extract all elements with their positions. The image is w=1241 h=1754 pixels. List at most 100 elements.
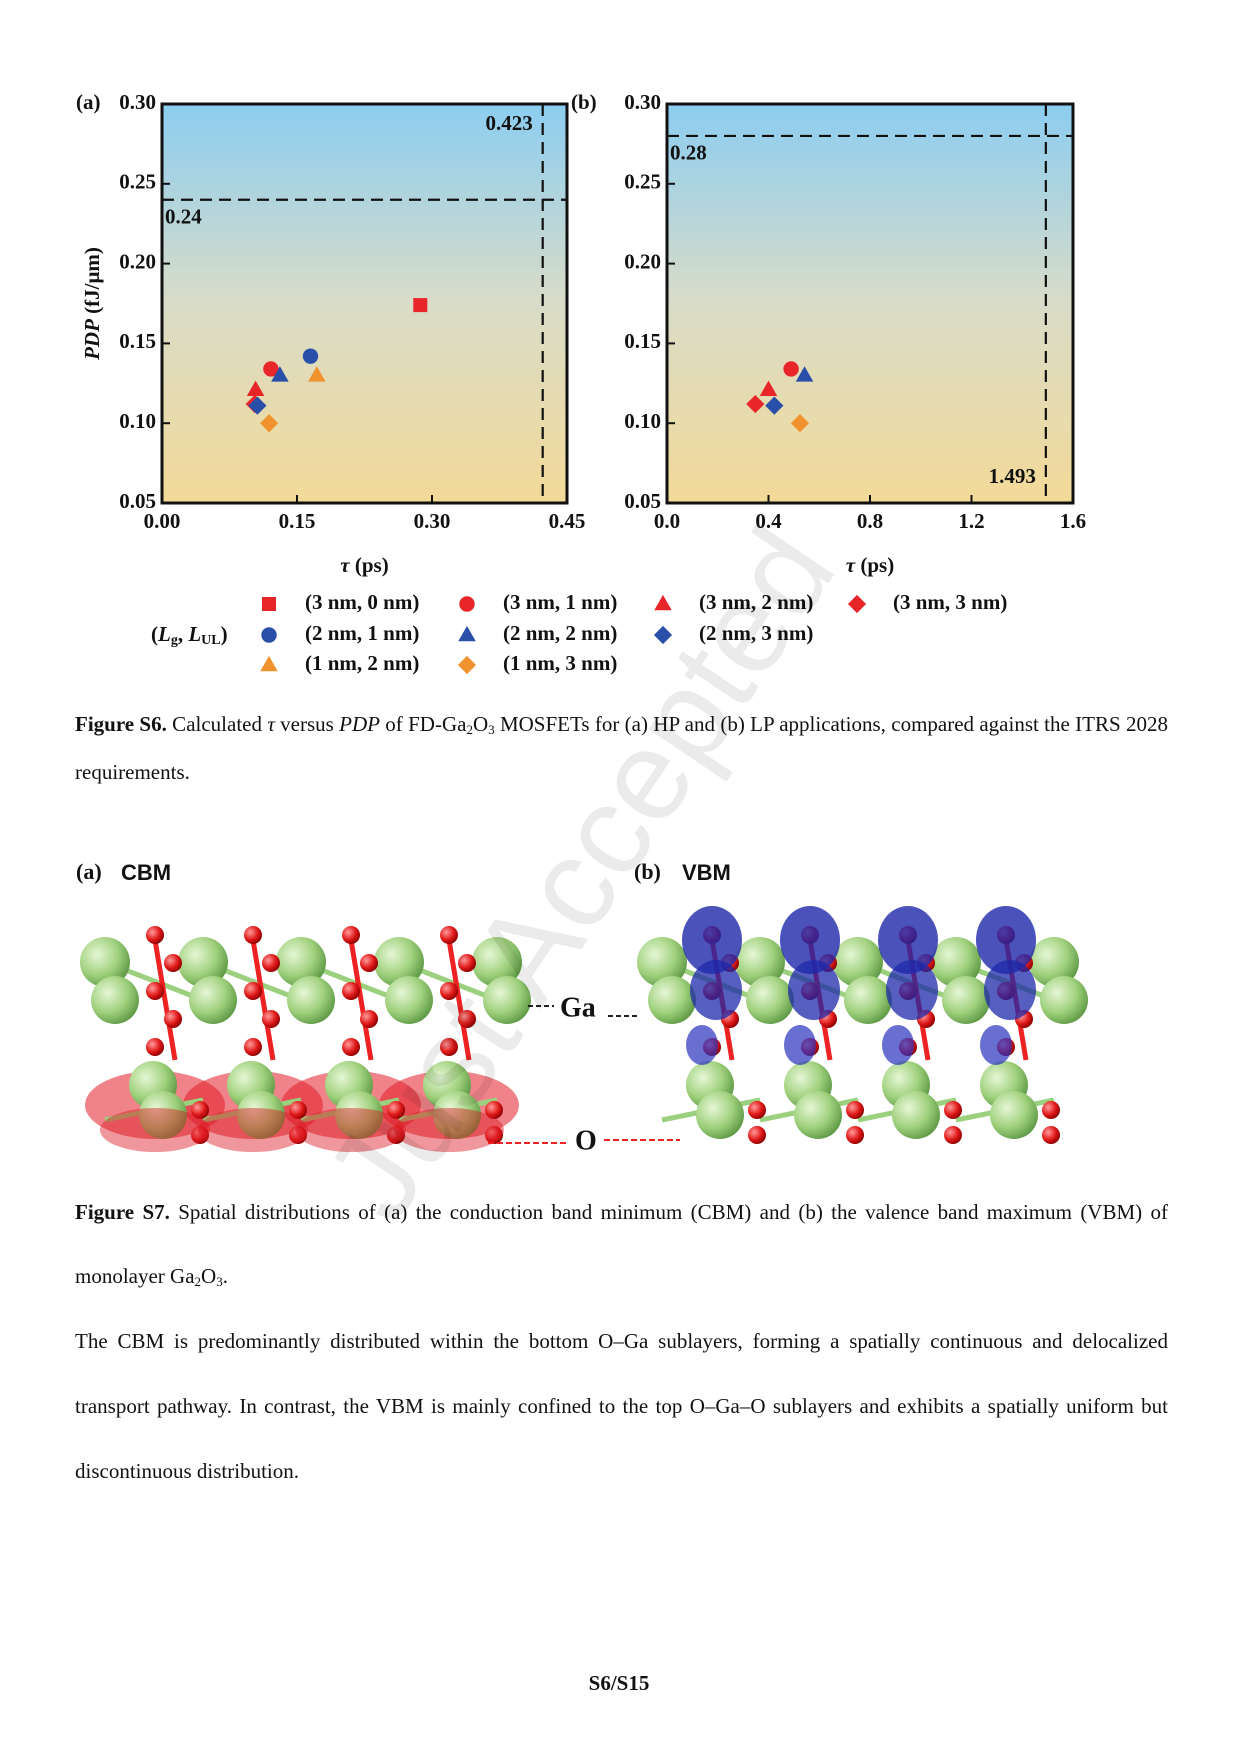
atom [91, 976, 139, 1024]
atom [440, 1038, 458, 1056]
x-axis-label: τ (ps) [846, 553, 894, 577]
legend-marker [653, 625, 673, 645]
x-tick-label: 0.00 [144, 509, 181, 533]
isosurface [690, 960, 742, 1020]
legend-label: (2 nm, 2 nm) [503, 621, 617, 645]
atom [164, 954, 182, 972]
legend-label: (2 nm, 3 nm) [699, 621, 813, 645]
x-axis-label-part: (ps) [855, 553, 894, 577]
atom [189, 976, 237, 1024]
y-tick-label: 0.30 [119, 90, 156, 114]
y-tick-label: 0.10 [119, 409, 156, 433]
plot-background [667, 104, 1073, 503]
isosurface [878, 906, 938, 974]
atom [244, 926, 262, 944]
bond [250, 939, 276, 1061]
atom [139, 1091, 187, 1139]
atom [164, 1010, 182, 1028]
atom [387, 1126, 405, 1144]
atom [472, 937, 522, 987]
legend-marker [458, 625, 476, 642]
y-axis-label-part: (fJ/μm) [80, 247, 104, 319]
atom [942, 976, 990, 1024]
atom [748, 1126, 766, 1144]
legend-label: (3 nm, 0 nm) [305, 590, 419, 614]
point [302, 348, 319, 364]
atom [335, 1091, 383, 1139]
y-tick-label: 0.25 [624, 170, 661, 194]
x-tick-label: 0.0 [654, 509, 680, 533]
point [413, 298, 428, 313]
atom [262, 954, 280, 972]
isosurface [882, 1025, 914, 1065]
isosurface [686, 1025, 718, 1065]
atom [191, 1101, 209, 1119]
legend-title-part: L [187, 622, 201, 646]
plot-frame [665, 102, 1075, 505]
isosurface [784, 1025, 816, 1065]
caption-text: 2 [466, 722, 473, 737]
atom [458, 1010, 476, 1028]
caption-text: of FD-Ga [379, 712, 467, 736]
caption-text: O [201, 1264, 217, 1288]
point [260, 414, 279, 433]
atom [696, 1091, 744, 1139]
reference-label: 0.423 [485, 111, 532, 135]
legend-label: (2 nm, 1 nm) [305, 621, 419, 645]
panel-label: (b) [571, 90, 597, 114]
atom [735, 937, 785, 987]
legend-marker [260, 655, 278, 672]
atom [342, 926, 360, 944]
atom [746, 976, 794, 1024]
atom [262, 1010, 280, 1028]
atom [846, 1101, 864, 1119]
atom [931, 937, 981, 987]
y-tick-label: 0.05 [119, 489, 156, 513]
atom [1040, 976, 1088, 1024]
legend-marker [459, 596, 475, 612]
caption-text: 3 [488, 722, 495, 737]
legend-title-part: L [157, 622, 171, 646]
legend-title-part: ( [151, 622, 158, 646]
reference-label: 1.493 [989, 464, 1036, 488]
point [759, 380, 778, 396]
x-tick-label: 1.2 [958, 509, 984, 533]
legend-marker [261, 627, 277, 643]
atom [342, 1038, 360, 1056]
atom [244, 982, 262, 1000]
atom [892, 1091, 940, 1139]
atom [289, 1126, 307, 1144]
atom [374, 937, 424, 987]
panel-title: VBM [682, 860, 731, 885]
y-tick-label: 0.20 [624, 249, 661, 273]
atom-label: Ga [560, 992, 596, 1023]
caption-text: 2 [194, 1274, 202, 1289]
atom [485, 1126, 503, 1144]
caption-label: Figure S6. [75, 712, 167, 736]
point [263, 361, 279, 377]
atom [944, 1101, 962, 1119]
atom [146, 982, 164, 1000]
isosurface [976, 906, 1036, 974]
y-tick-label: 0.30 [624, 90, 661, 114]
caption-text: O [472, 712, 489, 736]
caption-text: Spatial distributions of (a) the conduct… [75, 1200, 1168, 1288]
legend-marker [847, 594, 867, 614]
atom [360, 1010, 378, 1028]
caption: Figure S7. Spatial distributions of (a) … [75, 1180, 1168, 1308]
y-axis-label-part: PDP [80, 319, 104, 361]
caption-text: τ [267, 712, 275, 736]
atom [637, 937, 687, 987]
atom [289, 1101, 307, 1119]
atom [846, 1126, 864, 1144]
atom [844, 976, 892, 1024]
panel-label: (a) [76, 859, 102, 884]
atom [342, 982, 360, 1000]
atom [387, 1101, 405, 1119]
atom [944, 1126, 962, 1144]
atom [485, 1101, 503, 1119]
x-tick-label: 0.45 [549, 509, 586, 533]
caption-text: Calculated [166, 712, 268, 736]
atom [794, 1091, 842, 1139]
paragraph: The CBM is predominantly distributed wit… [75, 1329, 1168, 1483]
